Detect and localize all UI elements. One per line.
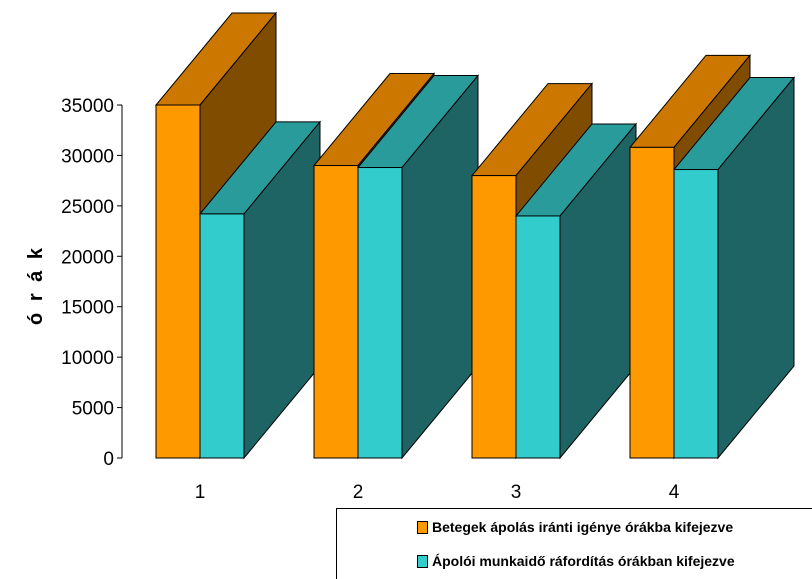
y-tick-label: 5000 [72,399,114,420]
bar-front-face [471,175,517,459]
y-tick-label: 35000 [61,96,114,117]
bar-front-face [515,215,561,459]
bar-series-2-cat-2 [356,74,480,460]
y-tick-label: 20000 [61,247,114,268]
y-axis-title: ó r á k [25,245,47,325]
bar-front-face [673,169,719,459]
bar-front-face [313,165,359,459]
bar-front-face [357,167,403,459]
bar-series-2-cat-1 [198,120,322,460]
x-tick-label: 2 [353,482,364,503]
bar-front-face [629,146,675,459]
y-tick-label: 10000 [61,348,114,369]
legend-item-series-1: Betegek ápolás iránti igénye órákba kife… [417,519,733,535]
legend-label-series-2: Ápolói munkaidő ráfordítás órákban kifej… [432,553,735,569]
legend-swatch-series-1 [417,520,428,534]
bar-group-4 [628,53,796,460]
bar-group-2 [312,72,480,460]
bar-front-face [155,104,201,459]
bars [154,11,796,460]
bar-series-2-cat-3 [514,122,638,460]
x-tick-label: 3 [511,482,522,503]
x-axis-labels: 1 2 3 4 [195,482,680,503]
bar-front-face [199,213,245,459]
legend-label-series-1: Betegek ápolás iránti igénye órákba kife… [432,519,734,535]
legend: Betegek ápolás iránti igénye órákba kife… [336,508,812,579]
x-tick-label: 1 [195,482,206,503]
bar-group-1 [154,11,322,460]
legend-swatch-series-2 [417,554,428,568]
y-tick-label: 25000 [61,197,114,218]
legend-item-series-2: Ápolói munkaidő ráfordítás órákban kifej… [417,553,735,569]
x-tick-label: 4 [669,482,680,503]
bar-series-2-cat-4 [672,76,796,460]
y-tick-label: 30000 [61,146,114,167]
y-tick-label: 15000 [61,298,114,319]
bar-group-3 [470,82,638,460]
y-tick-label: 0 [103,449,114,470]
y-axis: 0 5000 10000 15000 20000 25000 30000 35000 [61,96,123,470]
